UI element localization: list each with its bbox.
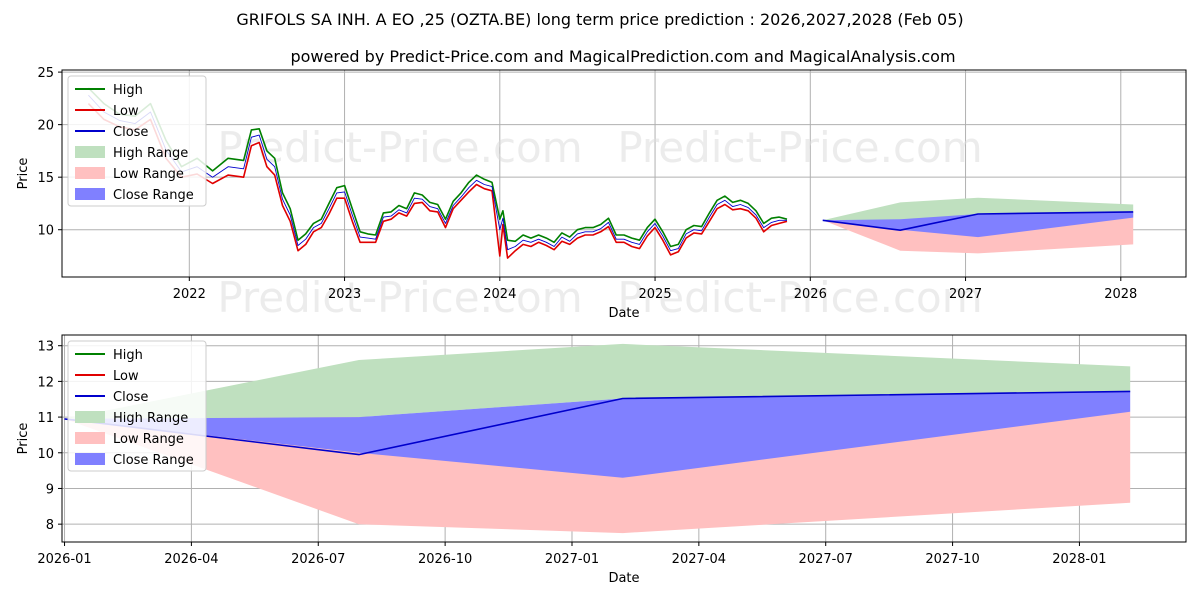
close-series-line bbox=[88, 94, 787, 252]
legend-entry: Low bbox=[113, 104, 139, 119]
x-tick-label: 2024 bbox=[483, 287, 516, 302]
legend-swatch bbox=[75, 453, 105, 465]
high-series-line bbox=[87, 87, 788, 248]
legend-entry: Low Range bbox=[113, 432, 184, 447]
legend-swatch bbox=[75, 146, 105, 158]
legend-swatch bbox=[75, 188, 105, 200]
x-tick-label: 2027 bbox=[949, 287, 982, 302]
watermark-text: Predict-Price.com bbox=[617, 123, 982, 172]
watermark-text: Predict-Price.com bbox=[217, 123, 582, 172]
legend-entry: High Range bbox=[113, 411, 188, 426]
legend-swatch bbox=[75, 411, 105, 423]
x-tick-label: 2027-10 bbox=[925, 552, 979, 567]
close-forecast-line bbox=[64, 390, 1131, 456]
legend-entry: High Range bbox=[113, 146, 188, 161]
y-tick-label: 11 bbox=[37, 411, 54, 426]
legend-entry: Low bbox=[113, 369, 139, 384]
legend-entry: Close Range bbox=[113, 453, 194, 468]
legend-entry: High bbox=[113, 348, 143, 363]
y-tick-label: 9 bbox=[46, 482, 54, 497]
y-tick-label: 12 bbox=[37, 375, 54, 390]
y-tick-label: 15 bbox=[37, 171, 54, 186]
forecast-zoom-chart-panel: Predict-Price.comPredict-Price.com2026-0… bbox=[16, 334, 1187, 586]
x-tick-label: 2026-07 bbox=[291, 552, 345, 567]
plot-area bbox=[87, 87, 1134, 259]
y-tick-label: 8 bbox=[46, 518, 54, 533]
y-tick-label: 10 bbox=[37, 447, 54, 462]
x-tick-label: 2026-10 bbox=[418, 552, 472, 567]
long-term-chart-panel: Predict-Price.com Predict-Price.com Predic… bbox=[16, 66, 1187, 322]
x-tick-label: 2026 bbox=[794, 287, 827, 302]
x-tick-label: 2028-01 bbox=[1052, 552, 1106, 567]
y-tick-label: 20 bbox=[37, 119, 54, 134]
legend-entry: Low Range bbox=[113, 167, 184, 182]
x-tick-label: 2025 bbox=[639, 287, 672, 302]
watermark-text: Predict-Price.com bbox=[617, 273, 982, 322]
axes-frame bbox=[61, 69, 1187, 278]
x-tick-label: 2027-01 bbox=[545, 552, 599, 567]
y-tick-label: 25 bbox=[37, 66, 54, 81]
legend-entry: Close bbox=[113, 390, 148, 405]
y-axis-label: Price bbox=[16, 423, 31, 455]
plot-area bbox=[64, 343, 1131, 534]
x-tick-label: 2022 bbox=[173, 287, 206, 302]
chart-subtitle: powered by Predict-Price.com and Magical… bbox=[290, 47, 955, 66]
y-tick-label: 13 bbox=[37, 340, 54, 355]
x-axis-label: Date bbox=[608, 306, 639, 321]
legend-swatch bbox=[75, 167, 105, 179]
legend-entry: Close Range bbox=[113, 188, 194, 203]
x-tick-label: 2026-04 bbox=[164, 552, 218, 567]
axes-frame bbox=[61, 334, 1187, 543]
x-tick-label: 2023 bbox=[328, 287, 361, 302]
high-range-band bbox=[64, 343, 1131, 419]
watermark-text: Predict-Price.com bbox=[217, 273, 582, 322]
legend-entry: Close bbox=[113, 125, 148, 140]
x-tick-label: 2026-01 bbox=[37, 552, 91, 567]
x-axis-label: Date bbox=[608, 571, 639, 586]
x-tick-label: 2027-07 bbox=[799, 552, 853, 567]
legend-swatch bbox=[75, 432, 105, 444]
y-tick-label: 10 bbox=[37, 224, 54, 239]
x-tick-label: 2028 bbox=[1104, 287, 1137, 302]
legend-entry: High bbox=[113, 83, 143, 98]
chart-title: GRIFOLS SA INH. A EO ,25 (OZTA.BE) long … bbox=[236, 10, 963, 29]
close-range-band bbox=[64, 391, 1131, 478]
low-series-line bbox=[87, 103, 788, 259]
x-tick-label: 2027-04 bbox=[672, 552, 726, 567]
close-range-band bbox=[822, 211, 1134, 238]
close-forecast-line bbox=[822, 211, 1134, 231]
y-axis-label: Price bbox=[16, 158, 31, 190]
